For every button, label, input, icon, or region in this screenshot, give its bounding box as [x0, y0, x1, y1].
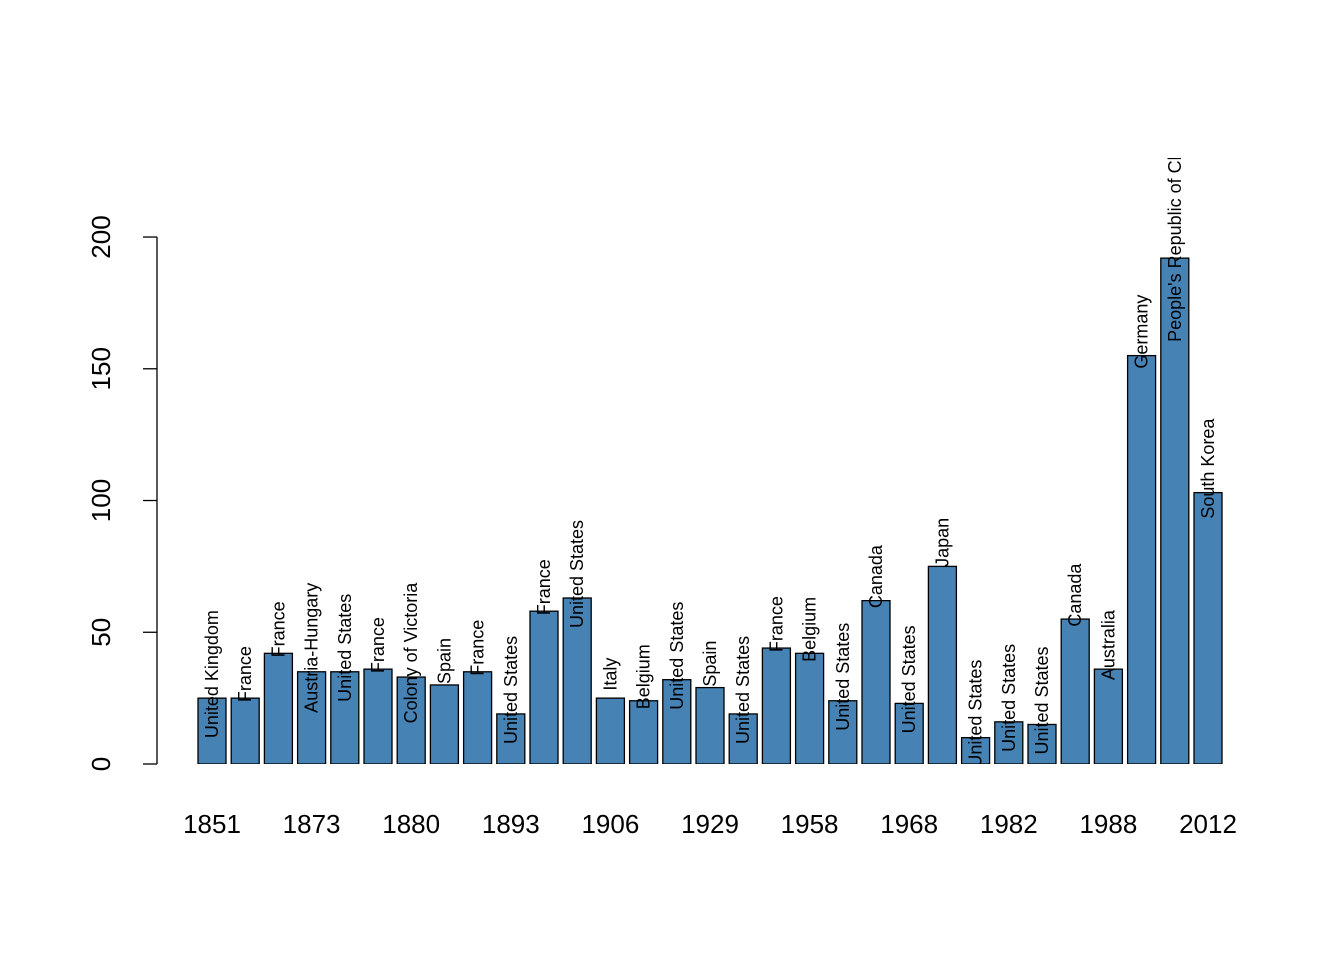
bar: [1060, 618, 1090, 764]
bar: [529, 610, 559, 764]
bar-label: Australia: [1098, 609, 1118, 680]
bar-label: Japan: [932, 518, 952, 567]
bar: [396, 676, 426, 764]
bar-label: France: [534, 559, 554, 615]
y-tick-label: 0: [86, 757, 116, 771]
bar: [994, 721, 1024, 764]
bar: [794, 652, 825, 764]
bar: [263, 652, 294, 764]
bar: [695, 686, 725, 764]
bar: [496, 713, 526, 764]
plot-area: United Kingdom France France Austria-Hungar…: [197, 125, 1223, 768]
bar-label: Canada: [1065, 563, 1085, 627]
bar: [662, 679, 692, 764]
bar-label: Belgium: [800, 597, 820, 662]
bar: [861, 599, 891, 764]
bar: [296, 671, 327, 764]
x-tick-label: 1968: [880, 809, 938, 839]
bar-label: United States: [899, 625, 919, 733]
x-tick-label: 1906: [581, 809, 639, 839]
bar: [1027, 723, 1057, 764]
bar-label: United States: [833, 623, 853, 731]
y-tick-label: 100: [86, 479, 116, 522]
bar-label: United States: [999, 644, 1019, 752]
bar-label: France: [268, 601, 288, 657]
bar-label: Spain: [434, 638, 454, 684]
bar-label: Belgium: [634, 644, 654, 709]
bar-label: United Kingdom: [202, 610, 222, 738]
bar-label: United States: [1032, 646, 1052, 754]
bar-label: Germany: [1132, 295, 1152, 369]
bar-label: France: [468, 620, 488, 676]
bar: [1093, 668, 1124, 764]
x-tick-label: 1958: [781, 809, 839, 839]
x-tick-label: 1893: [482, 809, 540, 839]
bar: [330, 671, 360, 764]
bar: [761, 647, 792, 764]
y-tick-label: 50: [86, 618, 116, 647]
bar: [628, 700, 659, 764]
bar-label: United States: [966, 660, 986, 768]
x-tick-label: 1880: [382, 809, 440, 839]
bar: [429, 684, 460, 764]
bar-label: United States: [335, 594, 355, 702]
bar: [462, 671, 493, 764]
bar: [1193, 491, 1223, 764]
bar: [197, 697, 227, 764]
bar-label: Canada: [866, 544, 886, 608]
y-tick-label: 150: [86, 347, 116, 390]
x-tick-label: 1929: [681, 809, 739, 839]
bar-label: Colony of Victoria: [401, 582, 421, 724]
bar-label: United States: [501, 636, 521, 744]
bar: [894, 702, 924, 764]
bar: [1160, 257, 1190, 764]
bar-label: France: [766, 596, 786, 652]
x-tick-label: 1851: [183, 809, 241, 839]
bar: [363, 668, 393, 764]
x-tick-label: 1873: [283, 809, 341, 839]
bar-label: South Korea: [1198, 418, 1218, 519]
bar: [1126, 354, 1157, 764]
bar-label: United States: [733, 636, 753, 744]
bar: [595, 697, 626, 764]
bar-label: France: [368, 617, 388, 673]
bar: [728, 713, 758, 764]
bar: [960, 737, 991, 764]
bar: [562, 597, 592, 764]
bar-label: Italy: [600, 658, 620, 691]
y-tick-label: 200: [86, 215, 116, 258]
bar: [230, 697, 260, 764]
bar: [927, 565, 958, 764]
x-tick-label: 1982: [980, 809, 1038, 839]
bar-label: United States: [567, 520, 587, 628]
x-tick-label: 2012: [1179, 809, 1237, 839]
bar: [828, 700, 858, 764]
x-tick-label: 1988: [1079, 809, 1137, 839]
bar-label: Austria-Hungary: [302, 583, 322, 713]
bar-label: People's Republic of China: [1165, 125, 1185, 342]
bar-label: France: [235, 646, 255, 702]
bar-label: United States: [667, 602, 687, 710]
bar-label: Spain: [700, 641, 720, 687]
